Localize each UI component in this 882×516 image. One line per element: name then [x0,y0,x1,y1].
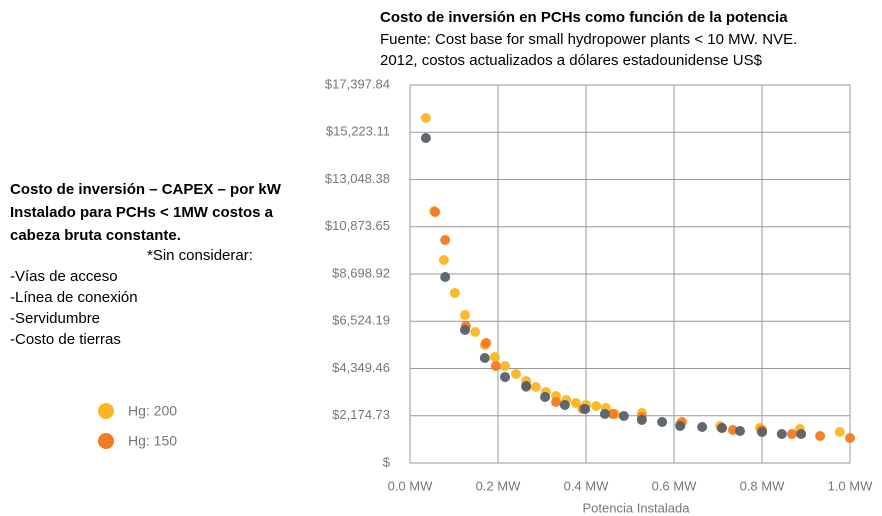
x-tick-label: 0.2 MW [476,478,522,493]
y-tick-label: $17,397.84 [325,76,390,91]
x-tick-label: 0.6 MW [652,478,698,493]
data-point [716,422,727,433]
x-axis-title: Potencia Instalada [583,500,691,515]
data-point [618,411,629,422]
data-point [470,327,481,338]
y-tick-label: $15,223.11 [326,124,390,139]
data-point [460,325,470,336]
data-point [834,426,845,437]
panel-note: *Sin considerar: [147,247,253,264]
y-tick-label: $10,873.65 [325,218,390,233]
panel-item: -Costo de tierras [10,331,121,348]
data-point [580,404,591,415]
legend-marker [98,403,114,419]
data-point [500,372,511,383]
data-point [440,271,451,282]
data-point [845,432,855,443]
data-point [551,396,562,407]
y-tick-label: $4,349.46 [332,360,390,375]
data-point [757,426,767,437]
panel-heading: Costo de inversión – CAPEX – por kW [10,181,282,198]
data-point [815,430,826,441]
data-point [786,428,797,439]
panel-heading: cabeza bruta constante. [10,227,181,244]
y-tick-label: $8,698.92 [332,265,390,280]
chart-title: Costo de inversión en PCHs como función … [380,9,788,26]
data-point [479,352,490,363]
data-point [420,112,431,123]
data-point [440,234,451,245]
y-tick-label: $ [383,454,391,469]
x-tick-label: 1.0 MW [828,478,874,493]
data-point [599,409,610,420]
panel-item: -Servidumbre [10,310,100,327]
data-point [675,420,686,431]
data-point [460,309,470,320]
x-tick-label: 0.4 MW [564,478,610,493]
data-point [481,338,492,349]
data-point [489,351,500,362]
y-tick-label: $6,524.19 [332,313,390,328]
data-point [490,360,501,371]
data-point [697,421,708,432]
data-point [591,401,602,412]
data-point [530,381,541,392]
data-point [607,409,618,420]
panel-item: -Línea de conexión [10,289,138,306]
data-point [796,428,807,439]
legend-marker [98,433,114,449]
x-tick-label: 0.8 MW [740,478,786,493]
legend-label: Hg: 150 [128,433,177,449]
chart-subtitle: Fuente: Cost base for small hydropower p… [380,31,797,48]
panel-heading: Instalado para PCHs < 1MW costos a [10,204,274,221]
data-point [559,400,570,411]
data-point [511,369,522,380]
data-point [521,381,532,392]
data-point [540,391,551,402]
y-tick-label: $2,174.73 [332,407,390,422]
panel-item: -Vías de acceso [10,268,118,285]
data-point [570,397,581,408]
data-point [430,207,441,218]
data-point [776,428,787,439]
data-point [438,255,449,266]
data-point [636,415,647,426]
data-point [500,360,511,371]
data-point [420,133,431,144]
data-point [735,425,745,436]
legend-label: Hg: 200 [128,403,177,419]
x-tick-label: 0.0 MW [388,478,434,493]
data-point [657,417,668,428]
y-tick-label: $13,048.38 [325,171,390,186]
chart-subtitle: 2012, costos actualizados a dólares esta… [380,52,763,69]
data-point [449,288,460,299]
